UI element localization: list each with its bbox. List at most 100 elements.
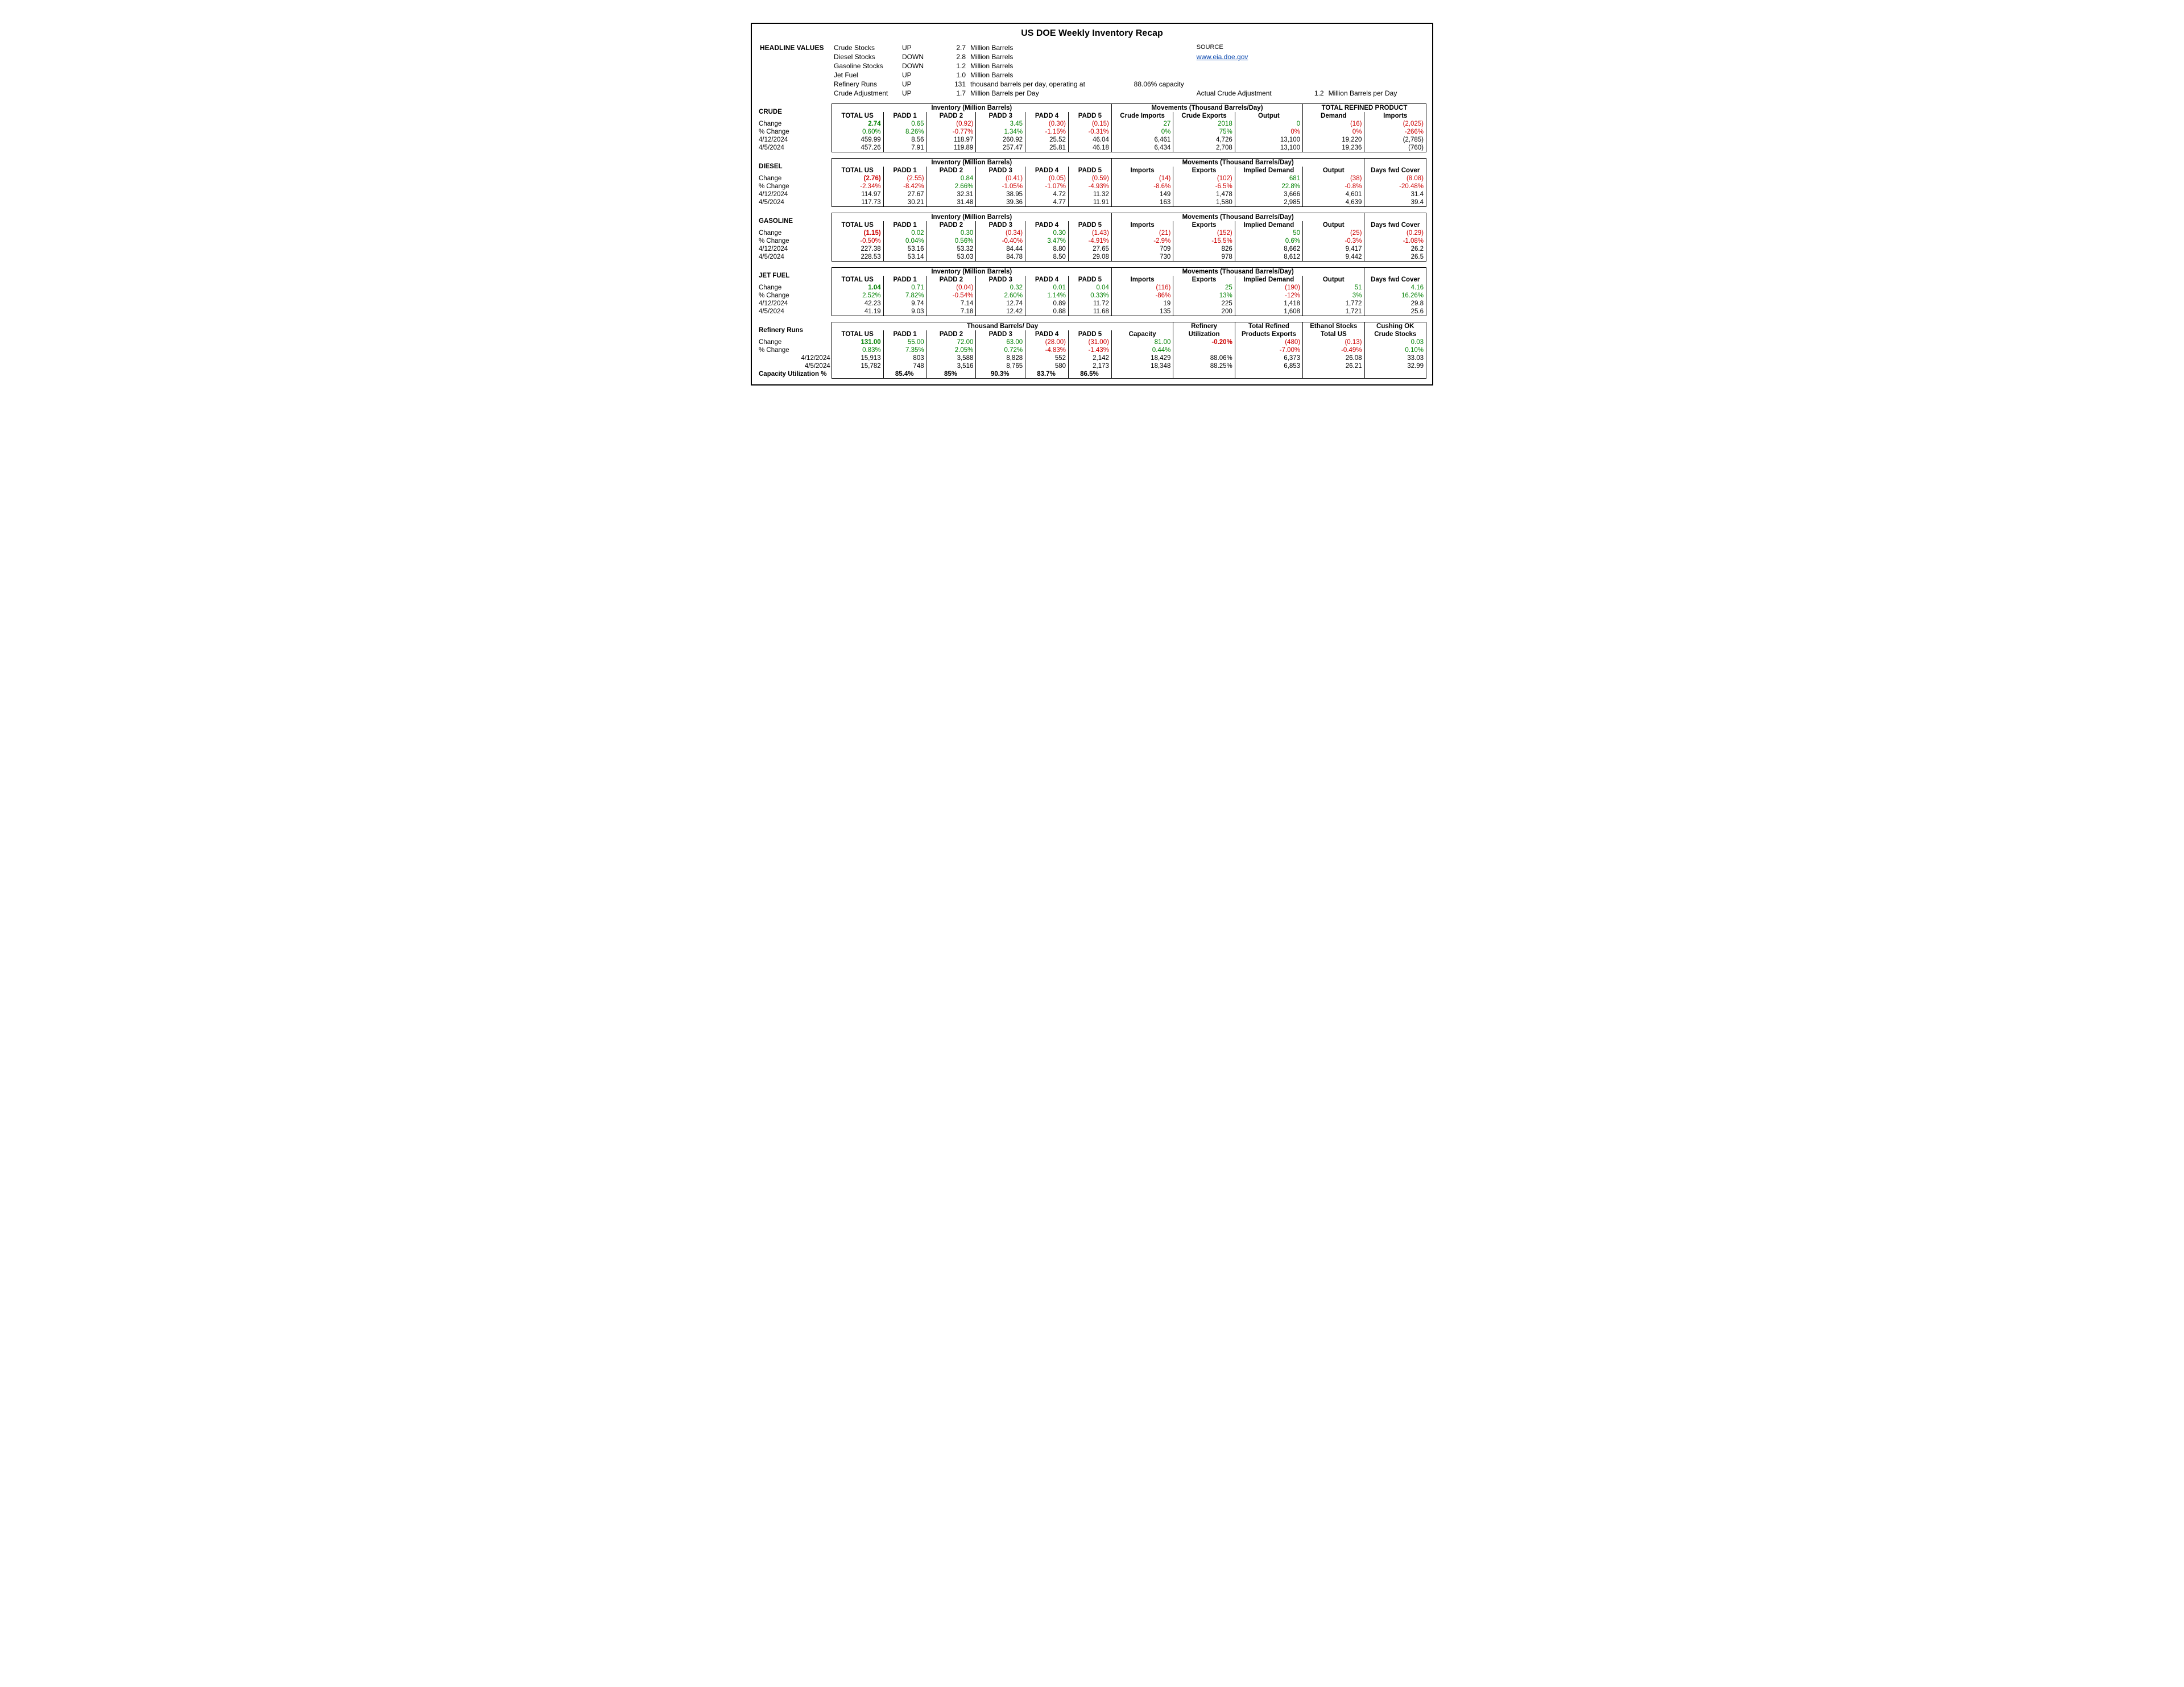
col-header: TOTAL US [832, 167, 883, 175]
data-cell: 11.91 [1068, 198, 1111, 207]
group-header: Inventory (Million Barrels) [832, 213, 1111, 222]
data-cell: -1.15% [1025, 128, 1069, 136]
data-cell: 18,348 [1111, 362, 1173, 370]
row-label: 4/12/2024 [758, 300, 832, 308]
data-cell: 83.7% [1025, 370, 1069, 379]
data-cell [1364, 370, 1426, 379]
data-cell: 15,782 [832, 362, 883, 370]
data-cell: 42.23 [832, 300, 883, 308]
data-cell: 8,765 [976, 362, 1025, 370]
data-cell: 260.92 [976, 136, 1025, 144]
col-header: Exports [1173, 167, 1235, 175]
data-cell: -20.48% [1364, 183, 1426, 190]
headline-item-dir: UP [900, 43, 940, 52]
headline-item-name: Crude Stocks [832, 43, 900, 52]
data-cell: 11.68 [1068, 308, 1111, 316]
group-header: Ethanol Stocks [1303, 322, 1364, 331]
data-cell: 135 [1111, 308, 1173, 316]
col-header: Imports [1111, 276, 1173, 284]
data-cell: 0.04% [883, 237, 926, 245]
data-cell: (25) [1303, 229, 1364, 237]
data-cell: 1,772 [1303, 300, 1364, 308]
data-cell: 22.8% [1235, 183, 1302, 190]
data-cell: 0.71 [883, 284, 926, 292]
data-cell: 86.5% [1069, 370, 1112, 379]
data-cell: 88.25% [1173, 362, 1235, 370]
data-cell: 119.89 [926, 144, 976, 152]
col-header: PADD 1 [883, 167, 926, 175]
headline-item-unit: thousand barrels per day, operating at [968, 80, 1132, 89]
data-cell: (2.55) [883, 175, 926, 183]
data-cell: (0.13) [1303, 338, 1364, 346]
col-header: Imports [1111, 221, 1173, 229]
headline-label [758, 80, 832, 89]
headline-label [758, 89, 832, 98]
data-cell: (0.04) [926, 284, 976, 292]
data-cell: 27 [1111, 120, 1173, 128]
data-cell: 26.21 [1303, 362, 1364, 370]
data-cell: 19,220 [1303, 136, 1364, 144]
data-cell: (0.29) [1364, 229, 1426, 237]
row-label: Change [758, 120, 832, 128]
row-label: % Change [758, 346, 832, 354]
data-cell: 2.66% [926, 183, 976, 190]
data-cell: 90.3% [976, 370, 1025, 379]
data-cell: 8.50 [1025, 253, 1069, 262]
col-header: Exports [1173, 221, 1235, 229]
row-label: 4/12/2024 [758, 245, 832, 253]
row-label: 4/12/2024 [758, 354, 832, 362]
group-header: Inventory (Million Barrels) [832, 268, 1111, 276]
col-header: PADD 5 [1068, 276, 1111, 284]
data-cell: 29.08 [1068, 253, 1111, 262]
group-header: Inventory (Million Barrels) [832, 104, 1111, 113]
data-cell: -1.43% [1069, 346, 1112, 354]
data-cell: 6,434 [1111, 144, 1173, 152]
col-header: PADD 1 [883, 330, 926, 338]
row-label: % Change [758, 237, 832, 245]
data-cell: -2.9% [1111, 237, 1173, 245]
data-cell: 72.00 [926, 338, 976, 346]
data-cell: 0.03 [1364, 338, 1426, 346]
data-cell: 3.45 [976, 120, 1025, 128]
data-cell: 81.00 [1111, 338, 1173, 346]
data-cell: 0.89 [1025, 300, 1069, 308]
col-header: Crude Stocks [1364, 330, 1426, 338]
data-cell: 0.30 [1025, 229, 1069, 237]
data-cell: 3,516 [926, 362, 976, 370]
data-cell: 8,612 [1235, 253, 1302, 262]
data-cell: 1.04 [832, 284, 883, 292]
data-cell [1111, 370, 1173, 379]
col-header: Crude Exports [1173, 112, 1235, 120]
gasoline-table: GASOLINEInventory (Million Barrels)Movem… [758, 213, 1426, 262]
data-cell: 3,666 [1235, 190, 1302, 198]
data-cell: (2,025) [1364, 120, 1426, 128]
headline-item-name: Jet Fuel [832, 71, 900, 80]
data-cell: 457.26 [832, 144, 883, 152]
headline-item-dir: DOWN [900, 61, 940, 71]
data-cell: -1.05% [976, 183, 1025, 190]
col-header: Output [1303, 221, 1364, 229]
col-header: PADD 3 [976, 112, 1025, 120]
data-cell: -15.5% [1173, 237, 1235, 245]
gasoline-label: GASOLINE [758, 213, 832, 230]
col-header: PADD 2 [926, 276, 976, 284]
source-link[interactable]: www.eia.doe.gov [1197, 53, 1248, 61]
col-header: PADD 4 [1025, 276, 1069, 284]
col-header: Implied Demand [1235, 167, 1302, 175]
col-header: Output [1303, 276, 1364, 284]
source-label: SOURCE [1194, 43, 1426, 52]
data-cell: 200 [1173, 308, 1235, 316]
data-cell: 75% [1173, 128, 1235, 136]
headline-item-name: Diesel Stocks [832, 52, 900, 61]
group-header: Thousand Barrels/ Day [832, 322, 1173, 331]
data-cell: 7.91 [883, 144, 926, 152]
col-header: Days fwd Cover [1364, 276, 1426, 284]
data-cell [1303, 370, 1364, 379]
data-cell: 681 [1235, 175, 1302, 183]
data-cell: -6.5% [1173, 183, 1235, 190]
row-label: 4/12/2024 [758, 190, 832, 198]
col-header: PADD 4 [1025, 167, 1069, 175]
col-header: TOTAL US [832, 276, 883, 284]
col-header: Products Exports [1235, 330, 1302, 338]
col-header: PADD 5 [1068, 112, 1111, 120]
